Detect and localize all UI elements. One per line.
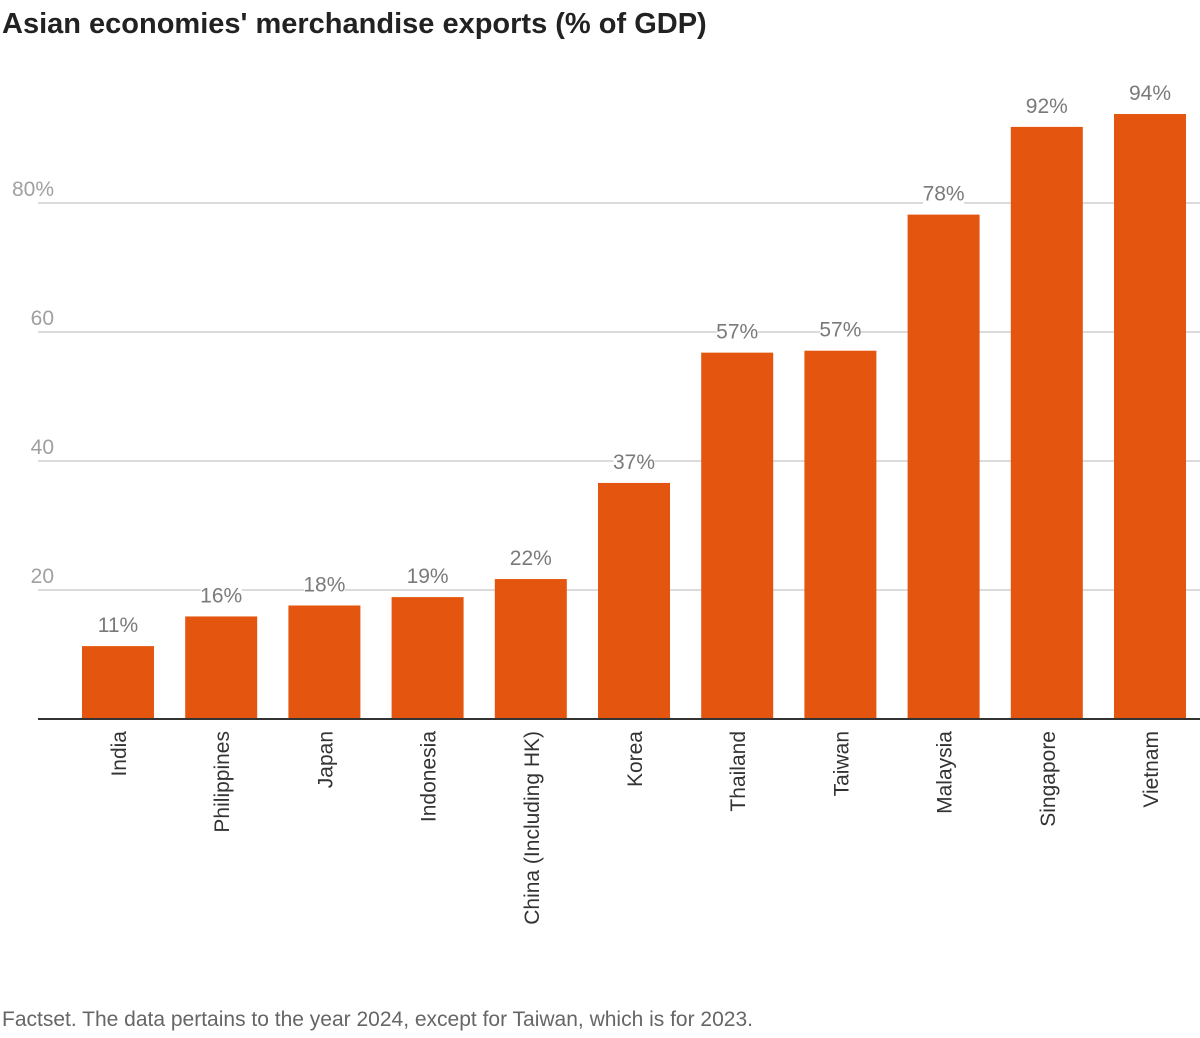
bar: [1114, 113, 1186, 720]
bar: [185, 616, 258, 719]
data-label: 57%: [716, 321, 758, 344]
y-tick-label: 40: [31, 436, 54, 459]
data-label: 22%: [510, 547, 552, 570]
data-label-backing: [97, 612, 139, 638]
category-label: India: [108, 731, 131, 777]
bar: [804, 350, 877, 719]
data-label: 37%: [613, 451, 655, 474]
bar: [598, 482, 670, 719]
bar: [1010, 126, 1083, 719]
data-label-backing: [200, 582, 242, 608]
category-label: Korea: [624, 731, 647, 787]
data-label: 78%: [923, 183, 965, 206]
data-label: 11%: [98, 614, 138, 637]
bar: [701, 352, 774, 719]
y-tick-label: 60: [31, 307, 54, 330]
data-label-backing: [1129, 79, 1171, 105]
data-label-backing: [1026, 92, 1068, 118]
category-label: Vietnam: [1140, 731, 1163, 808]
category-label: Indonesia: [418, 731, 441, 822]
data-label-backing: [407, 563, 449, 589]
bar: [907, 214, 980, 720]
data-label-backing: [716, 318, 758, 344]
y-tick-label: 20: [31, 565, 54, 588]
y-tick-label: 80%: [12, 178, 54, 201]
bar: [494, 579, 567, 719]
category-label: Singapore: [1037, 731, 1060, 827]
data-labels: 11% 16% 18% 19% 22% 37% 57% 57% 78% 92% 94%: [97, 79, 1171, 638]
source-note: Factset. The data pertains to the year 2…: [2, 1008, 753, 1031]
category-label: China (Including HK): [521, 731, 544, 925]
bar: [391, 597, 464, 719]
category-label: Thailand: [727, 731, 750, 812]
y-axis-ticks: 20 40 60 80%: [12, 178, 54, 588]
chart-title: Asian economies' merchandise exports (% …: [2, 8, 707, 40]
data-label-backing: [303, 571, 345, 597]
data-label: 16%: [200, 584, 242, 607]
bar: [82, 646, 154, 719]
category-labels: India Philippines Japan Indonesia China (Inc…: [108, 731, 1163, 925]
category-label: Taiwan: [830, 731, 853, 796]
bars: [82, 113, 1186, 720]
category-label: Malaysia: [934, 731, 957, 814]
data-label: 92%: [1026, 95, 1068, 118]
data-label: 57%: [819, 319, 861, 342]
bar-chart: 20 40 60 80% 11% 16% 18% 19% 22% 37% 57% 57% 78% 92%…: [12, 79, 1200, 925]
data-label-backing: [819, 316, 861, 342]
data-label: 19%: [407, 565, 449, 588]
category-label: Philippines: [211, 731, 234, 833]
category-label: Japan: [314, 731, 337, 788]
data-label-backing: [923, 180, 965, 206]
data-label-backing: [613, 448, 655, 474]
data-label-backing: [510, 545, 552, 571]
data-label: 18%: [303, 573, 345, 596]
data-label: 94%: [1129, 82, 1171, 105]
bar: [288, 605, 361, 719]
